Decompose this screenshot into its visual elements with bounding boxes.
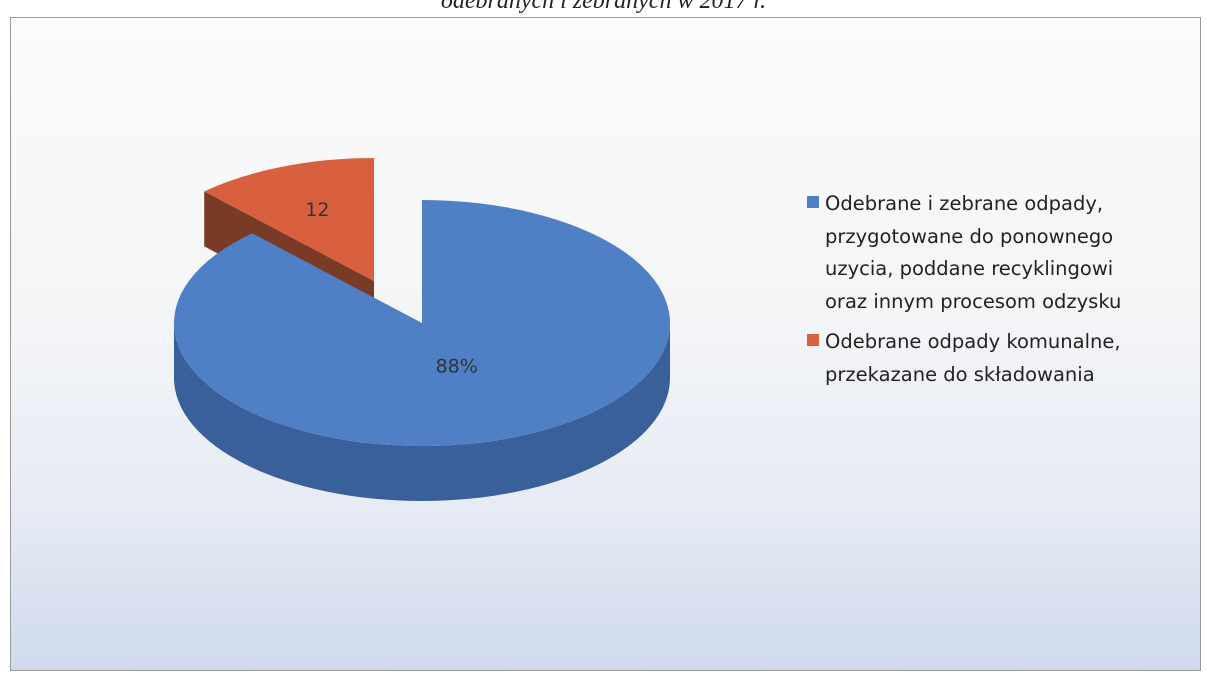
- data-label-recovered: 88%: [436, 355, 478, 377]
- legend: Odebrane i zebrane odpady, przygotowane …: [807, 188, 1197, 399]
- legend-label-landfilled: Odebrane odpady komunalne, przekazane do…: [825, 330, 1121, 386]
- pie-slice-recovered: [173, 200, 670, 446]
- legend-swatch-recovered: [807, 196, 819, 208]
- pie-slice-landfilled: [204, 158, 374, 281]
- pie-chart: 88% 12: [173, 158, 670, 501]
- data-label-landfilled: 12: [305, 199, 329, 221]
- legend-label-recovered: Odebrane i zebrane odpady, przygotowane …: [825, 192, 1122, 313]
- legend-swatch-landfilled: [807, 334, 819, 346]
- pie-side-recovered: [174, 323, 670, 501]
- chart-area: 88% 12 Odebrane i zebrane odpady, przygot…: [10, 17, 1201, 671]
- legend-item-landfilled: Odebrane odpady komunalne, przekazane do…: [807, 326, 1197, 391]
- chart-caption: odebranych i zebranych w 2017 r.: [440, 0, 767, 14]
- legend-item-recovered: Odebrane i zebrane odpady, przygotowane …: [807, 188, 1197, 318]
